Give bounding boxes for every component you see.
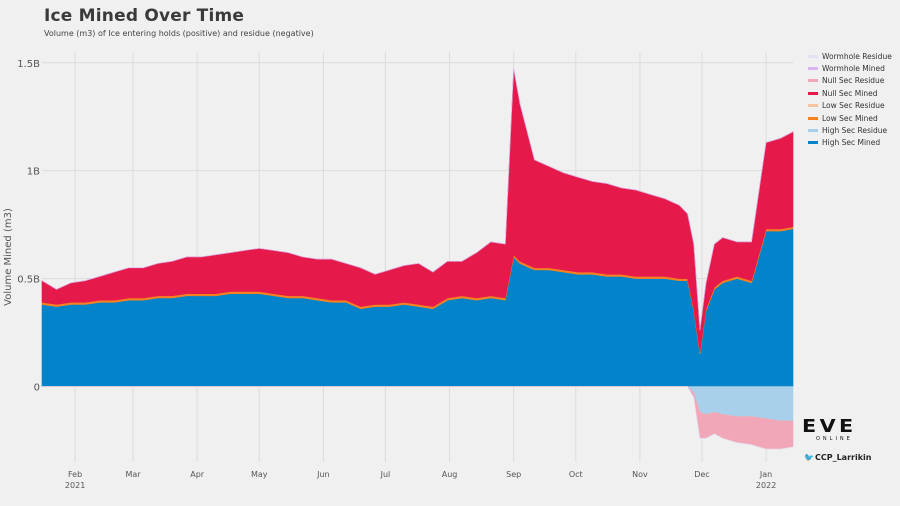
chart-subtitle: Volume (m3) of Ice entering holds (posit… <box>44 29 314 38</box>
x-tick-label: Mar <box>125 470 141 479</box>
legend-label: Low Sec Residue <box>822 101 885 111</box>
legend-label: High Sec Residue <box>822 126 888 136</box>
legend-item[interactable]: High Sec Residue <box>808 124 892 136</box>
legend-label: Low Sec Mined <box>822 113 878 123</box>
x-tick-label: Dec <box>694 470 709 479</box>
legend-label: Null Sec Mined <box>822 88 878 98</box>
area-high-sec-residue <box>42 386 794 422</box>
legend-item[interactable]: Low Sec Residue <box>808 100 892 112</box>
x-tick-label: Jan <box>759 470 772 479</box>
area-wormhole-mined <box>41 69 794 331</box>
x-tick-year-label: 2022 <box>756 481 776 490</box>
y-tick-label: 0 <box>34 382 40 393</box>
legend-swatch <box>808 79 818 83</box>
x-tick-label: May <box>251 470 268 479</box>
legend-swatch <box>808 116 818 120</box>
legend-swatch <box>808 104 818 108</box>
y-tick-label: 1B <box>27 167 40 178</box>
legend-label: Null Sec Residue <box>822 76 885 86</box>
x-tick-label: Aug <box>442 470 458 479</box>
legend-label: Wormhole Mined <box>822 64 885 74</box>
logo-text: EVE <box>802 416 857 437</box>
y-tick-label: 1.5B <box>17 59 40 70</box>
legend-swatch <box>808 54 818 58</box>
area-wormhole-residue <box>42 386 794 450</box>
legend-swatch <box>808 129 818 133</box>
legend-swatch <box>808 67 818 71</box>
x-tick-label: Sep <box>506 470 521 479</box>
twitter-credit[interactable]: 🐦 CCP_Larrikin <box>804 453 871 462</box>
area-null-sec-residue <box>42 386 794 450</box>
area-low-sec-residue <box>42 386 793 422</box>
x-tick-label: Apr <box>190 470 205 479</box>
legend-item[interactable]: Null Sec Residue <box>808 75 892 87</box>
y-tick-label: 0.5B <box>17 275 40 286</box>
legend-item[interactable]: Null Sec Mined <box>808 87 892 99</box>
legend-item[interactable]: Wormhole Mined <box>808 62 892 74</box>
x-tick-label: Oct <box>569 470 583 479</box>
logo-subtext: ONLINE <box>816 436 853 442</box>
twitter-handle: CCP_Larrikin <box>814 453 872 462</box>
x-tick-label: Jun <box>316 470 330 479</box>
x-tick-label: Jul <box>380 470 391 479</box>
twitter-bird-icon: 🐦 <box>804 453 814 462</box>
x-tick-label: Feb <box>68 470 82 479</box>
legend-swatch <box>808 91 818 95</box>
chart-title: Ice Mined Over Time <box>44 6 245 26</box>
legend-swatch <box>808 141 818 145</box>
x-tick-year-label: 2021 <box>65 481 85 490</box>
legend-label: Wormhole Residue <box>822 51 892 61</box>
legend-item[interactable]: Wormhole Residue <box>808 50 892 62</box>
chart-legend: Wormhole Residue Wormhole Mined Null Sec R… <box>808 50 892 149</box>
legend-label: High Sec Mined <box>822 138 881 148</box>
legend-item[interactable]: High Sec Mined <box>808 137 892 149</box>
eve-online-logo: EVE ONLINE <box>802 418 860 443</box>
x-tick-label: Nov <box>632 470 648 479</box>
y-axis-label: Volume Mined (m3) <box>3 208 14 306</box>
legend-item[interactable]: Low Sec Mined <box>808 112 892 124</box>
